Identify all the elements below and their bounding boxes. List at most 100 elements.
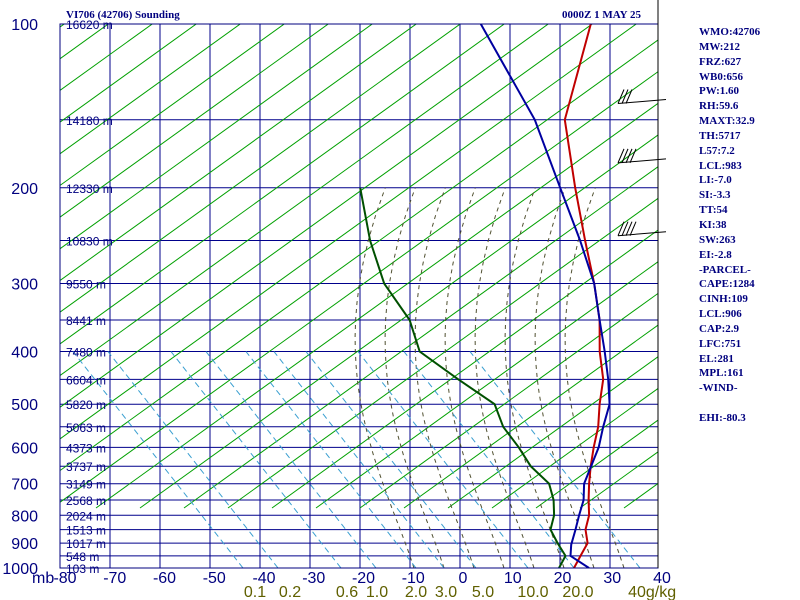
wind-barb-flag bbox=[617, 89, 625, 104]
wind-barb-flag bbox=[625, 148, 633, 164]
dry-adiabat bbox=[60, 24, 594, 408]
pressure-tick-label: 400 bbox=[11, 345, 38, 362]
index-item: LFC:751 bbox=[699, 337, 742, 350]
mixing-ratio-line bbox=[357, 351, 529, 568]
mixing-ratio-line bbox=[72, 351, 244, 568]
mixing-ratio-line bbox=[305, 351, 477, 568]
height-labels: 16620 m 14180 m 12330 m 10830 m 9550 m 8441 m… bbox=[66, 18, 113, 576]
dry-adiabat bbox=[359, 292, 658, 509]
height-label: 5820 m bbox=[66, 398, 106, 412]
mixing-ratio-line bbox=[107, 351, 279, 568]
pressure-tick-label: 100 bbox=[11, 17, 38, 34]
height-label: 5063 m bbox=[66, 421, 106, 435]
dry-adiabat bbox=[60, 24, 418, 282]
dry-adiabat bbox=[60, 71, 658, 503]
sounding-profiles bbox=[359, 24, 611, 568]
temperature-tick-label: 20 bbox=[554, 570, 572, 587]
mixing-ratio-label: 40 bbox=[628, 584, 646, 600]
temperature-tick-label: -40 bbox=[252, 570, 275, 587]
height-label: 14180 m bbox=[66, 114, 113, 128]
wind-barb-flag bbox=[625, 221, 633, 236]
height-label: 2024 m bbox=[66, 509, 106, 523]
wind-barb-shaft bbox=[617, 231, 667, 237]
wind-barb-flag bbox=[617, 148, 625, 164]
index-item bbox=[699, 396, 760, 411]
moist-adiabats bbox=[354, 187, 625, 568]
dry-adiabat bbox=[60, 24, 638, 440]
mixing-ratio-label: 0.2 bbox=[279, 584, 301, 600]
pressure-tick-labels: 100 200 300 400 500 600 700 800 900 1000 bbox=[2, 17, 38, 578]
plot-area bbox=[0, 4, 658, 568]
index-item: MAXT:32.9 bbox=[699, 115, 755, 128]
index-item: CAP:2.9 bbox=[699, 322, 740, 335]
dry-adiabat bbox=[60, 24, 198, 123]
mixing-ratio-lines bbox=[72, 351, 641, 568]
index-item: WMO:42706 bbox=[699, 26, 761, 38]
height-label: 16620 m bbox=[66, 18, 113, 32]
temperature-tick-label: 40 bbox=[653, 570, 671, 587]
dry-adiabat bbox=[60, 24, 286, 187]
moist-adiabat bbox=[534, 187, 595, 568]
index-item: CINH:109 bbox=[699, 293, 748, 306]
chart-date: 0000Z 1 MAY 25 bbox=[562, 9, 641, 21]
height-label: 12330 m bbox=[66, 182, 113, 196]
wind-barb-flag bbox=[621, 148, 629, 164]
mixing-ratio-line bbox=[170, 351, 342, 568]
index-item: EHI:-80.3 bbox=[699, 411, 746, 424]
index-item: LCL:983 bbox=[699, 159, 742, 172]
dry-adiabat bbox=[447, 356, 658, 509]
index-item: -WIND- bbox=[699, 382, 738, 395]
dry-adiabat bbox=[95, 102, 658, 509]
dry-adiabat bbox=[0, 4, 4, 508]
dry-adiabat bbox=[139, 134, 658, 509]
parcel-profile bbox=[479, 24, 611, 568]
pressure-tick-label: 1000 bbox=[2, 561, 38, 578]
dry-adiabat bbox=[60, 24, 154, 92]
temperature-tick-label: -10 bbox=[402, 570, 425, 587]
temperature-tick-label: -50 bbox=[203, 570, 226, 587]
wind-barb-flag bbox=[617, 221, 625, 236]
mixing-ratio-label: 10.0 bbox=[517, 584, 548, 600]
dry-adiabat bbox=[271, 229, 658, 509]
index-item: FRZ:627 bbox=[699, 55, 742, 68]
wind-barb bbox=[617, 221, 667, 237]
index-item: MW:212 bbox=[699, 40, 740, 53]
dry-adiabat bbox=[403, 324, 658, 509]
moist-adiabat bbox=[354, 187, 415, 568]
index-item: WB0:656 bbox=[699, 70, 743, 83]
dry-adiabat bbox=[0, 4, 48, 508]
dewpoint-profile bbox=[359, 187, 567, 568]
wind-barb bbox=[617, 148, 667, 164]
dry-adiabat bbox=[60, 24, 550, 377]
dry-adiabat bbox=[491, 387, 658, 509]
index-item: LI:-7.0 bbox=[699, 174, 732, 187]
temperature-tick-labels: mb -80 -70 -60 -50 -40 -30 -20 -10 0 10 20 30 40 bbox=[32, 570, 671, 587]
index-item: -PARCEL- bbox=[699, 263, 751, 276]
pressure-unit-label: mb bbox=[32, 570, 54, 587]
height-label: 1017 m bbox=[66, 537, 106, 551]
index-item: SW:263 bbox=[699, 233, 736, 246]
pressure-tick-label: 600 bbox=[11, 440, 38, 457]
vertical-gridlines bbox=[109, 24, 611, 568]
index-item: PW:1.60 bbox=[699, 85, 740, 98]
index-item: RH:59.6 bbox=[699, 100, 739, 113]
index-item: EI:-2.8 bbox=[699, 248, 732, 261]
index-item: CAPE:1284 bbox=[699, 278, 755, 291]
mixing-ratio-label: 0.6 bbox=[336, 584, 358, 600]
height-label: 8441 m bbox=[66, 314, 106, 328]
temperature-tick-label: -30 bbox=[302, 570, 325, 587]
moist-adiabat bbox=[414, 187, 475, 568]
moist-adiabat bbox=[564, 187, 625, 568]
index-item: TT:54 bbox=[699, 204, 728, 217]
temperature-tick-label: 0 bbox=[459, 570, 468, 587]
height-label: 6604 m bbox=[66, 373, 106, 387]
dry-adiabat bbox=[60, 24, 462, 313]
temperature-tick-label: 10 bbox=[504, 570, 522, 587]
height-label: 3149 m bbox=[66, 478, 106, 492]
index-item: SI:-3.3 bbox=[699, 189, 731, 202]
moist-adiabat bbox=[384, 187, 445, 568]
mixing-ratio-line bbox=[273, 351, 445, 568]
mixing-ratio-label: 5.0 bbox=[472, 584, 494, 600]
mixing-ratio-line bbox=[403, 351, 575, 568]
